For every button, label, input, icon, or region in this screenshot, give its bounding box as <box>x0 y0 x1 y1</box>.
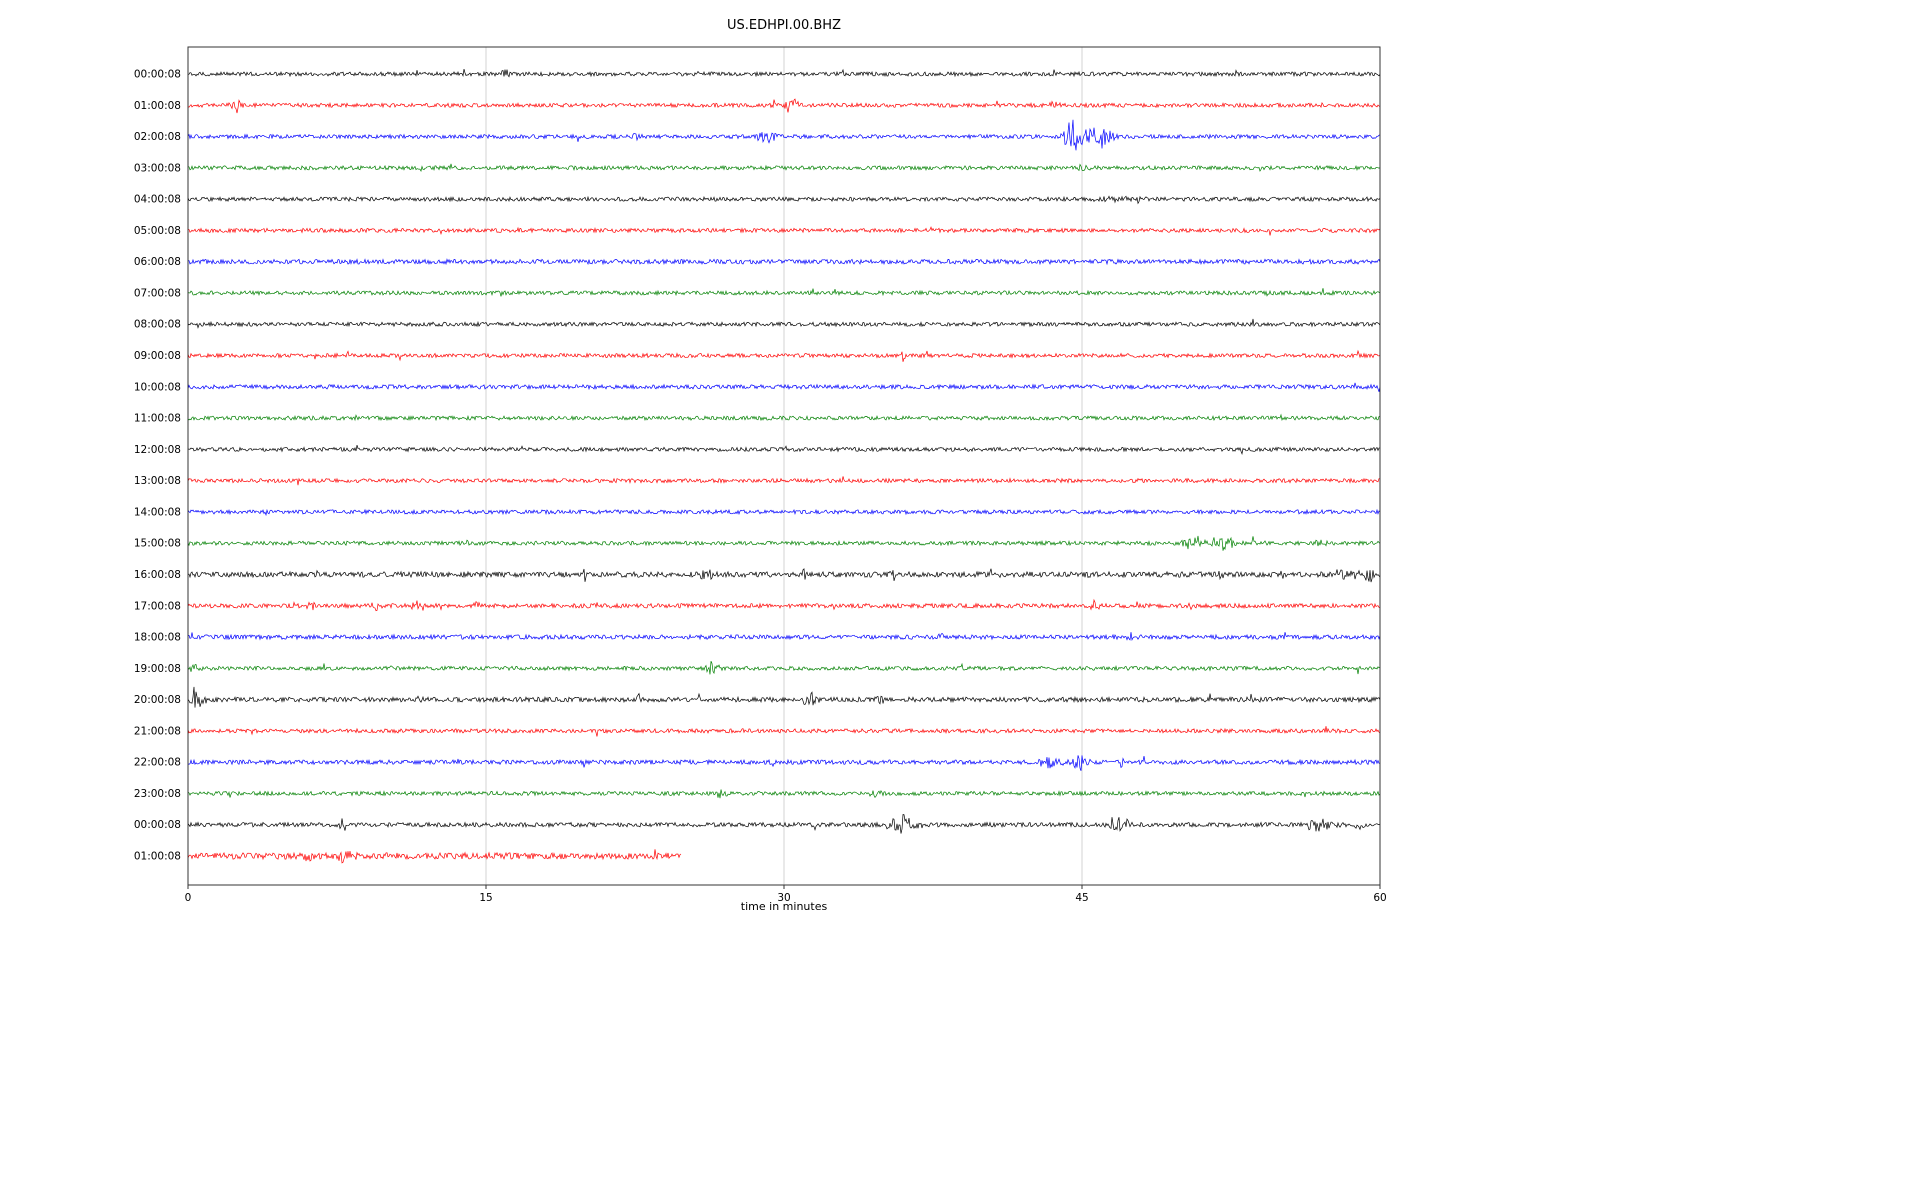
trace-row-10 <box>187 382 1381 392</box>
trace-label-15: 15:00:08 <box>134 538 181 550</box>
trace-label-16: 16:00:08 <box>134 569 181 581</box>
x-tick-label-0: 0 <box>185 892 192 904</box>
trace-row-5 <box>187 226 1381 236</box>
trace-label-1: 01:00:08 <box>134 100 181 112</box>
trace-label-20: 20:00:08 <box>134 694 181 706</box>
trace-label-4: 04:00:08 <box>134 194 181 206</box>
trace-label-3: 03:00:08 <box>134 162 181 174</box>
trace-row-1 <box>187 98 1381 114</box>
trace-row-22 <box>187 755 1381 771</box>
trace-row-23 <box>187 789 1381 799</box>
trace-label-25: 01:00:08 <box>134 851 181 863</box>
trace-label-2: 02:00:08 <box>134 131 181 143</box>
trace-label-23: 23:00:08 <box>134 788 181 800</box>
x-tick-label-30: 30 <box>777 892 790 904</box>
trace-label-5: 05:00:08 <box>134 225 181 237</box>
x-tick-label-15: 15 <box>479 892 492 904</box>
x-axis-label: time in minutes <box>741 900 828 913</box>
trace-label-21: 21:00:08 <box>134 725 181 737</box>
trace-row-19 <box>187 661 1381 675</box>
trace-row-8 <box>187 318 1381 329</box>
trace-row-4 <box>187 195 1381 205</box>
trace-label-22: 22:00:08 <box>134 757 181 769</box>
trace-layer: 00:00:08 01:00:08 02:00:08 03:00:08 04:00:08… <box>134 68 1381 864</box>
trace-label-18: 18:00:08 <box>134 632 181 644</box>
grid-layer <box>485 47 1083 885</box>
axis-layer: 0 15 30 45 60 <box>185 46 1387 904</box>
trace-row-12 <box>188 444 1381 455</box>
trace-row-18 <box>187 632 1381 641</box>
trace-label-6: 06:00:08 <box>134 256 181 268</box>
trace-row-15 <box>187 535 1381 551</box>
trace-label-9: 09:00:08 <box>134 350 181 362</box>
trace-label-24: 00:00:08 <box>134 819 181 831</box>
trace-row-17 <box>187 598 1380 612</box>
trace-label-0: 00:00:08 <box>134 69 181 81</box>
trace-label-7: 07:00:08 <box>134 287 181 299</box>
trace-label-17: 17:00:08 <box>134 600 181 612</box>
trace-row-0 <box>187 68 1381 78</box>
trace-label-19: 19:00:08 <box>134 663 181 675</box>
trace-row-6 <box>187 258 1381 266</box>
trace-row-24 <box>187 814 1381 834</box>
trace-row-3 <box>187 163 1381 172</box>
trace-row-20 <box>187 686 1381 708</box>
trace-row-25 <box>187 849 682 864</box>
trace-row-11 <box>187 413 1381 422</box>
trace-row-21 <box>187 726 1381 737</box>
trace-row-16 <box>187 568 1381 583</box>
trace-label-12: 12:00:08 <box>134 444 181 456</box>
trace-row-7 <box>187 288 1381 297</box>
trace-label-8: 08:00:08 <box>134 319 181 331</box>
x-tick-label-60: 60 <box>1373 892 1386 904</box>
trace-row-14 <box>187 508 1381 517</box>
chart-title: US.EDHPI.00.BHZ <box>727 18 841 33</box>
trace-label-10: 10:00:08 <box>134 381 181 393</box>
trace-label-13: 13:00:08 <box>134 475 181 487</box>
trace-row-2 <box>187 119 1381 151</box>
x-tick-label-45: 45 <box>1075 892 1088 904</box>
trace-row-9 <box>187 349 1381 362</box>
trace-row-13 <box>187 476 1381 486</box>
trace-label-11: 11:00:08 <box>134 413 181 425</box>
trace-label-14: 14:00:08 <box>134 506 181 518</box>
